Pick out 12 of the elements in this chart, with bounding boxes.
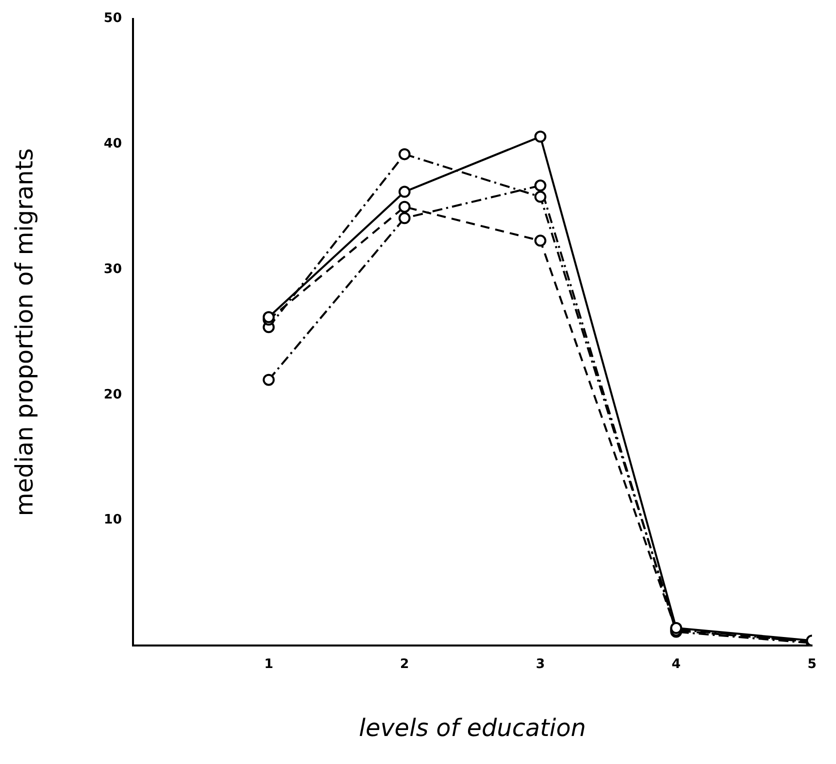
y-tick-label: 20 <box>104 387 122 402</box>
y-tick-label: 40 <box>104 136 122 152</box>
x-tick-label: 3 <box>536 656 545 672</box>
x-tick-label: 2 <box>400 656 410 672</box>
x-tick-label: 4 <box>672 656 681 672</box>
x-tick-label: 1 <box>264 656 274 672</box>
y-axis-title: median proportion of migrants <box>10 148 39 516</box>
y-tick-label: 30 <box>104 262 122 277</box>
y-tick-label: 50 <box>104 11 122 26</box>
x-axis-title: levels of education <box>358 714 586 742</box>
y-tick-label: 10 <box>104 512 122 528</box>
x-tick-label: 5 <box>807 656 817 672</box>
